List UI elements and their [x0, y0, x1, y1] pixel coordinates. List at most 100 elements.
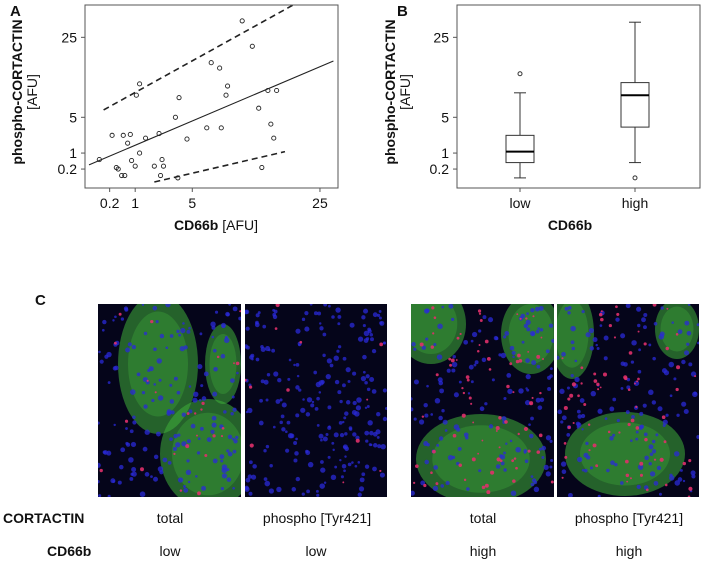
nucleus-dot — [642, 325, 647, 330]
nucleus-dot — [530, 475, 534, 478]
nucleus-dot — [543, 464, 549, 471]
nucleus-dot — [696, 323, 699, 327]
scatter-point — [122, 172, 128, 179]
nucleus-dot — [102, 319, 107, 325]
nucleus-dot — [535, 397, 541, 403]
nucleus-dot — [141, 390, 146, 395]
red-signal-dot — [455, 359, 458, 361]
scatter-point — [133, 92, 139, 98]
nucleus-dot — [230, 411, 234, 416]
nucleus-dot — [503, 451, 507, 455]
nucleus-dot — [167, 460, 172, 465]
nucleus-dot — [259, 398, 263, 403]
nucleus-dot — [295, 476, 301, 482]
nucleus-dot — [534, 306, 540, 312]
nucleus-dot — [487, 317, 494, 323]
nucleus-dot — [341, 463, 347, 469]
nucleus-dot — [255, 313, 260, 318]
nucleus-dot — [657, 406, 663, 412]
panel-b-x-axis-label: CD66b — [547, 217, 593, 233]
nucleus-dot — [612, 433, 616, 437]
red-signal-dot — [639, 461, 644, 466]
scatter-point — [160, 163, 167, 169]
nucleus-dot — [550, 458, 554, 462]
nucleus-dot — [277, 378, 282, 383]
red-signal-dot — [495, 430, 498, 432]
nucleus-dot — [609, 406, 615, 412]
nucleus-dot — [376, 313, 381, 317]
nucleus-dot — [568, 492, 573, 497]
y-tick-label: 25 — [433, 29, 449, 45]
nucleus-dot — [437, 323, 443, 330]
nucleus-dot — [378, 310, 382, 313]
nucleus-dot — [203, 371, 209, 377]
nucleus-dot — [637, 323, 641, 328]
red-signal-dot — [481, 439, 484, 442]
nucleus-dot — [441, 305, 445, 309]
red-signal-dot — [186, 412, 190, 415]
red-signal-dot — [513, 457, 517, 460]
nucleus-dot — [301, 317, 306, 322]
nucleus-dot — [366, 405, 370, 408]
nucleus-dot — [379, 320, 385, 326]
panel-b-box-plot: 0.21 5 25 low high — [430, 4, 701, 211]
nucleus-dot — [157, 395, 164, 401]
scatter-point — [129, 157, 135, 164]
upper-bound-line — [103, 5, 295, 111]
nucleus-dot — [301, 492, 305, 496]
red-signal-dot — [506, 384, 510, 389]
nucleus-dot — [531, 360, 537, 366]
nucleus-dot — [173, 376, 178, 381]
nucleus-dot — [439, 388, 445, 394]
red-signal-dot — [627, 422, 631, 427]
scatter-point — [125, 140, 131, 146]
nucleus-dot — [589, 346, 595, 351]
nucleus-dot — [268, 488, 275, 494]
nucleus-dot — [313, 311, 318, 316]
cell-cortactin-1: total — [156, 510, 184, 526]
red-signal-dot — [639, 473, 643, 477]
y-tick-label: 5 — [441, 109, 449, 125]
scatter-point — [204, 125, 210, 131]
nucleus-dot — [421, 345, 426, 350]
nucleus-dot — [327, 405, 332, 410]
red-signal-dot — [661, 415, 666, 420]
nucleus-dot — [273, 371, 279, 377]
scatter-point — [176, 95, 182, 101]
nucleus-dot — [385, 407, 387, 410]
scatter-point — [175, 175, 181, 181]
nucleus-dot — [212, 458, 218, 464]
red-signal-dot — [542, 358, 545, 361]
red-signal-dot — [470, 402, 473, 405]
nucleus-dot — [139, 491, 146, 497]
nucleus-dot — [232, 449, 237, 454]
nucleus-dot — [413, 417, 417, 421]
nucleus-dot — [669, 473, 673, 477]
red-signal-dot — [433, 316, 437, 319]
red-signal-dot — [235, 361, 240, 366]
red-signal-dot — [583, 402, 587, 406]
red-signal-dot — [607, 430, 611, 434]
nucleus-dot — [413, 379, 419, 385]
nucleus-dot — [200, 384, 204, 388]
scatter-point — [159, 157, 165, 163]
nucleus-dot — [365, 374, 370, 379]
nucleus-dot — [232, 407, 237, 412]
nucleus-dot — [151, 398, 155, 403]
red-signal-dot — [567, 425, 571, 429]
red-signal-dot — [627, 388, 631, 392]
nucleus-dot — [458, 380, 462, 384]
nucleus-dot — [197, 437, 201, 441]
red-signal-dot — [531, 396, 534, 399]
nucleus-dot — [674, 451, 680, 457]
nucleus-dot — [642, 403, 647, 408]
red-signal-dot — [504, 420, 508, 424]
nucleus-dot — [638, 425, 644, 430]
nucleus-dot — [344, 455, 347, 458]
nucleus-dot — [188, 409, 193, 414]
red-signal-dot — [569, 393, 574, 398]
nucleus-dot — [339, 458, 342, 462]
nucleus-dot — [630, 439, 633, 442]
x-tick-label: high — [622, 195, 648, 211]
nucleus-dot — [101, 328, 105, 332]
